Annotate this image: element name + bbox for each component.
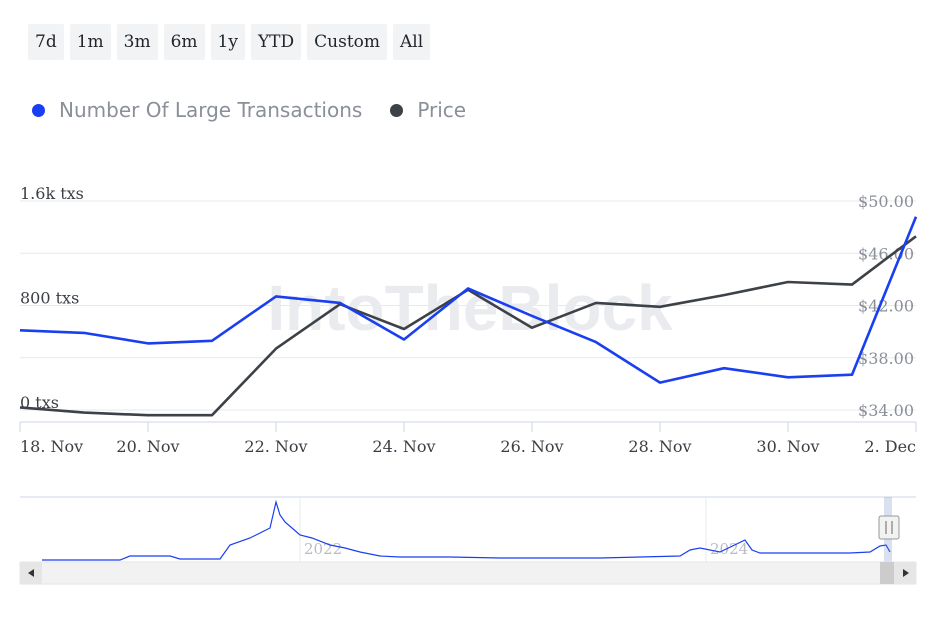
range-button-custom[interactable]: Custom <box>307 24 388 60</box>
navigator[interactable]: 2022 2024 <box>19 496 917 585</box>
x-tick-label: 2. Dec <box>864 437 916 456</box>
series <box>19 216 918 417</box>
range-button-1y[interactable]: 1y <box>210 24 245 60</box>
range-button-6m[interactable]: 6m <box>163 24 205 60</box>
watermark: IntoTheBlock <box>267 272 673 344</box>
legend-label: Number Of Large Transactions <box>59 98 363 122</box>
range-button-3m[interactable]: 3m <box>116 24 158 60</box>
legend: Number Of Large Transactions Price <box>32 98 466 122</box>
scrollbar-thumb[interactable] <box>880 562 894 584</box>
legend-item-0[interactable]: Number Of Large Transactions <box>32 98 362 122</box>
y-left-tick-label: 800 txs <box>20 289 79 308</box>
x-tick-label: 30. Nov <box>756 437 819 456</box>
x-tick-label: 24. Nov <box>372 437 435 456</box>
x-tick-label: 28. Nov <box>628 437 691 456</box>
arrow-right-icon <box>903 569 909 577</box>
navigator-handle[interactable] <box>878 515 900 540</box>
x-axis: 18. Nov 20. Nov 22. Nov 24. Nov 26. Nov 28. N… <box>19 421 917 456</box>
series-line[interactable] <box>19 216 918 384</box>
scrollbar-track[interactable] <box>19 561 917 585</box>
x-tick-label: 26. Nov <box>500 437 563 456</box>
legend-label: Price <box>417 98 467 122</box>
range-selector: 7d 1m 3m 6m 1y YTD Custom All <box>28 24 431 60</box>
legend-dot-icon <box>390 103 404 117</box>
navigator-series-line <box>42 499 891 561</box>
navigator-year-label: 2024 <box>710 540 748 558</box>
y-axis-right: $34.00$38.00$42.00$46.00$50.00 <box>858 192 914 420</box>
range-button-ytd[interactable]: YTD <box>250 24 302 60</box>
navigator-year-label: 2022 <box>304 540 342 558</box>
x-tick-label: 20. Nov <box>116 437 179 456</box>
y-right-tick-label: $42.00 <box>858 297 914 316</box>
y-right-tick-label: $34.00 <box>858 401 914 420</box>
y-left-tick-label: 1.6k txs <box>20 184 84 203</box>
x-tick-label: 22. Nov <box>244 437 307 456</box>
handle-grip-icon <box>878 515 900 540</box>
x-tick-label: 18. Nov <box>20 437 83 456</box>
arrow-left-icon <box>28 569 34 577</box>
grid <box>20 200 916 411</box>
y-right-tick-label: $50.00 <box>858 192 914 211</box>
range-button-7d[interactable]: 7d <box>28 24 64 60</box>
range-button-all[interactable]: All <box>393 24 431 60</box>
legend-dot-icon <box>32 103 45 117</box>
range-button-1m[interactable]: 1m <box>69 24 111 60</box>
legend-item-1[interactable]: Price <box>390 98 466 122</box>
y-right-tick-label: $38.00 <box>858 349 914 368</box>
